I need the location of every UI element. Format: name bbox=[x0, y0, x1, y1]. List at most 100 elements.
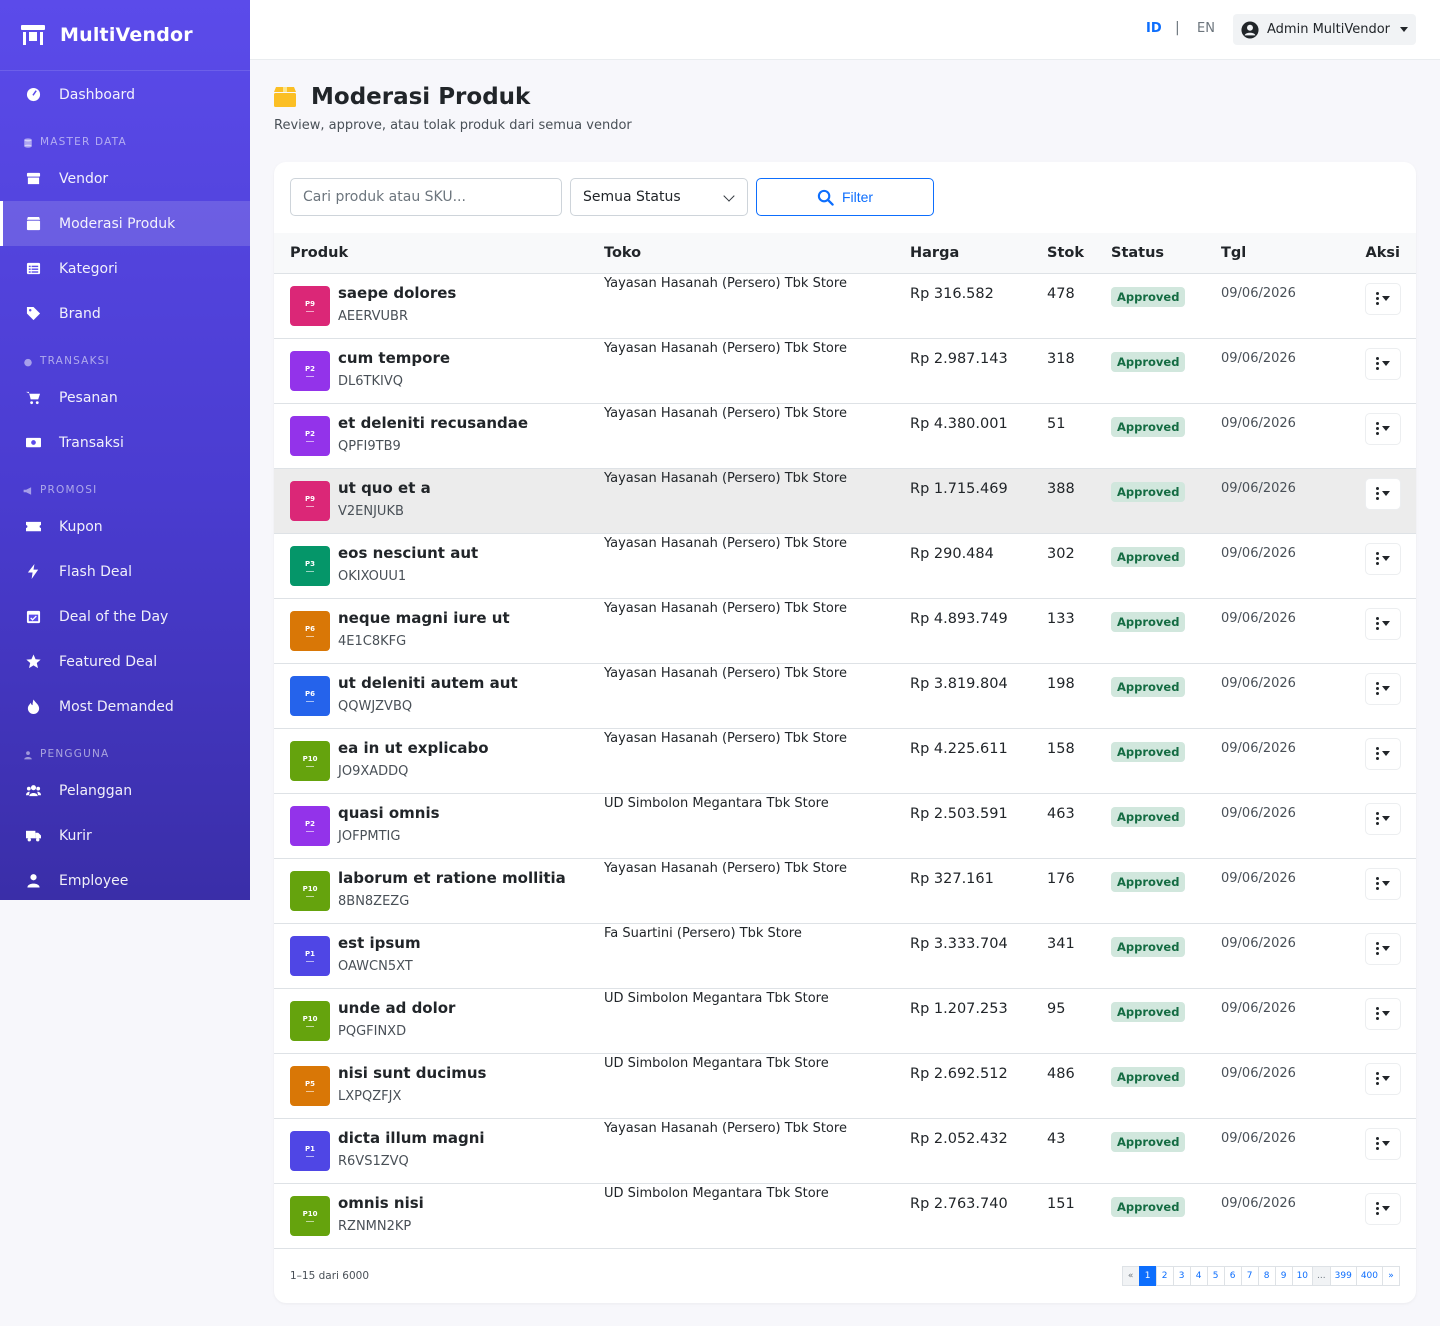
lang-id-link[interactable]: ID bbox=[1146, 21, 1162, 36]
product-thumbnail[interactable]: P10 bbox=[290, 1000, 330, 1041]
page-link-1[interactable]: 1 bbox=[1138, 1266, 1157, 1286]
product-thumbnail[interactable]: P1 bbox=[290, 1130, 330, 1171]
product-name[interactable]: laborum et ratione mollitia bbox=[338, 868, 566, 887]
row-actions-button[interactable] bbox=[1366, 608, 1400, 639]
product-thumbnail[interactable]: P3 bbox=[290, 545, 330, 586]
row-actions-button[interactable] bbox=[1366, 348, 1400, 379]
thumbnail-label: P9 bbox=[304, 494, 315, 503]
header-stok[interactable]: Stok bbox=[1047, 233, 1111, 274]
user-menu-button[interactable]: Admin MultiVendor bbox=[1233, 14, 1416, 45]
product-name[interactable]: quasi omnis bbox=[338, 803, 440, 822]
row-actions-button[interactable] bbox=[1366, 478, 1400, 509]
product-thumbnail[interactable]: P10 bbox=[290, 870, 330, 911]
sidebar-item-kategori[interactable]: Kategori bbox=[0, 246, 250, 291]
page-link-next[interactable]: » bbox=[1382, 1266, 1400, 1286]
sidebar-item-brand[interactable]: Brand bbox=[0, 291, 250, 336]
tag-icon bbox=[25, 306, 41, 322]
product-name[interactable]: cum tempore bbox=[338, 348, 451, 367]
sidebar-item-vendor[interactable]: Vendor bbox=[0, 156, 250, 201]
sidebar-item-kupon[interactable]: Kupon bbox=[0, 504, 250, 549]
sidebar-item-label: Kurir bbox=[59, 827, 92, 844]
row-actions-button[interactable] bbox=[1366, 283, 1400, 314]
product-thumbnail[interactable]: P6 bbox=[290, 675, 330, 716]
product-name[interactable]: omnis nisi bbox=[338, 1193, 424, 1212]
status-select[interactable]: Semua Status bbox=[570, 178, 748, 216]
row-actions-button[interactable] bbox=[1366, 998, 1400, 1029]
sidebar-item-pesanan[interactable]: Pesanan bbox=[0, 375, 250, 420]
header-harga[interactable]: Harga bbox=[910, 233, 1047, 274]
product-name[interactable]: ut quo et a bbox=[338, 478, 431, 497]
product-thumbnail[interactable]: P5 bbox=[290, 1065, 330, 1106]
page-link-399[interactable]: 399 bbox=[1329, 1266, 1357, 1286]
header-produk[interactable]: Produk bbox=[274, 233, 604, 274]
page-link-7[interactable]: 7 bbox=[1240, 1266, 1259, 1286]
sidebar-item-pelanggan[interactable]: Pelanggan bbox=[0, 768, 250, 813]
product-thumbnail[interactable]: P9 bbox=[290, 285, 330, 326]
page-link-prev[interactable]: « bbox=[1121, 1266, 1140, 1286]
sidebar-item-most-demanded[interactable]: Most Demanded bbox=[0, 684, 250, 729]
cell-toko: UD Simbolon Megantara Tbk Store bbox=[604, 990, 829, 1006]
header-toko[interactable]: Toko bbox=[604, 233, 910, 274]
header-tgl[interactable]: Tgl bbox=[1221, 233, 1338, 274]
sidebar-item-flash-deal[interactable]: Flash Deal bbox=[0, 549, 250, 594]
sidebar-item-transaksi[interactable]: Transaksi bbox=[0, 420, 250, 465]
product-thumbnail[interactable]: P9 bbox=[290, 480, 330, 521]
row-actions-button[interactable] bbox=[1366, 803, 1400, 834]
header-status[interactable]: Status bbox=[1111, 233, 1221, 274]
product-name[interactable]: neque magni iure ut bbox=[338, 608, 510, 627]
product-name[interactable]: ea in ut explicabo bbox=[338, 738, 489, 757]
product-thumbnail[interactable]: P2 bbox=[290, 415, 330, 456]
row-actions-button[interactable] bbox=[1366, 673, 1400, 704]
page-link-ellipsis: ... bbox=[1312, 1266, 1331, 1286]
status-badge: Approved bbox=[1111, 1001, 1186, 1022]
row-actions-button[interactable] bbox=[1366, 1193, 1400, 1224]
product-name[interactable]: dicta illum magni bbox=[338, 1128, 485, 1147]
row-actions-button[interactable] bbox=[1366, 543, 1400, 574]
search-input[interactable] bbox=[290, 178, 562, 216]
product-name[interactable]: unde ad dolor bbox=[338, 998, 456, 1017]
page-link-4[interactable]: 4 bbox=[1189, 1266, 1208, 1286]
row-actions-button[interactable] bbox=[1366, 738, 1400, 769]
status-badge: Approved bbox=[1111, 481, 1186, 502]
product-name[interactable]: et deleniti recusandae bbox=[338, 413, 529, 432]
filter-button[interactable]: Filter bbox=[756, 178, 934, 216]
row-actions-button[interactable] bbox=[1366, 868, 1400, 899]
product-thumbnail[interactable]: P1 bbox=[290, 935, 330, 976]
page-link-3[interactable]: 3 bbox=[1172, 1266, 1191, 1286]
brand[interactable]: MultiVendor bbox=[0, 0, 250, 71]
product-thumbnail[interactable]: P2 bbox=[290, 350, 330, 391]
row-actions-button[interactable] bbox=[1366, 933, 1400, 964]
sidebar-item-employee[interactable]: Employee bbox=[0, 858, 250, 903]
page-link-10[interactable]: 10 bbox=[1291, 1266, 1314, 1286]
product-thumbnail[interactable]: P10 bbox=[290, 740, 330, 781]
product-name[interactable]: eos nesciunt aut bbox=[338, 543, 479, 562]
row-actions-button[interactable] bbox=[1366, 1063, 1400, 1094]
row-actions-button[interactable] bbox=[1366, 413, 1400, 444]
bullhorn-icon bbox=[23, 486, 33, 496]
product-name[interactable]: est ipsum bbox=[338, 933, 421, 952]
row-actions-button[interactable] bbox=[1366, 1128, 1400, 1159]
product-thumbnail[interactable]: P10 bbox=[290, 1195, 330, 1236]
product-thumbnail[interactable]: P6 bbox=[290, 610, 330, 651]
page-link-8[interactable]: 8 bbox=[1257, 1266, 1276, 1286]
product-sku: PQGFINXD bbox=[338, 1023, 407, 1039]
page-link-400[interactable]: 400 bbox=[1355, 1266, 1383, 1286]
cell-tgl: 09/06/2026 bbox=[1221, 1065, 1296, 1081]
cell-toko: Yayasan Hasanah (Persero) Tbk Store bbox=[604, 730, 847, 746]
lang-en-link[interactable]: EN bbox=[1197, 21, 1215, 36]
page-link-5[interactable]: 5 bbox=[1206, 1266, 1225, 1286]
sidebar-item-featured-deal[interactable]: Featured Deal bbox=[0, 639, 250, 684]
product-thumbnail[interactable]: P2 bbox=[290, 805, 330, 846]
product-name[interactable]: nisi sunt ducimus bbox=[338, 1063, 487, 1082]
page-link-9[interactable]: 9 bbox=[1274, 1266, 1293, 1286]
sidebar-item-kurir[interactable]: Kurir bbox=[0, 813, 250, 858]
page-link-2[interactable]: 2 bbox=[1155, 1266, 1174, 1286]
product-name[interactable]: saepe dolores bbox=[338, 283, 457, 302]
product-name[interactable]: ut deleniti autem aut bbox=[338, 673, 518, 692]
page-link-6[interactable]: 6 bbox=[1223, 1266, 1242, 1286]
sidebar-item-moderasi-produk[interactable]: Moderasi Produk bbox=[0, 201, 250, 246]
cell-toko: Yayasan Hasanah (Persero) Tbk Store bbox=[604, 275, 847, 291]
sidebar-item-label: Pesanan bbox=[59, 389, 118, 406]
sidebar-item-dashboard[interactable]: Dashboard bbox=[0, 72, 250, 117]
sidebar-item-deal-of-the-day[interactable]: Deal of the Day bbox=[0, 594, 250, 639]
